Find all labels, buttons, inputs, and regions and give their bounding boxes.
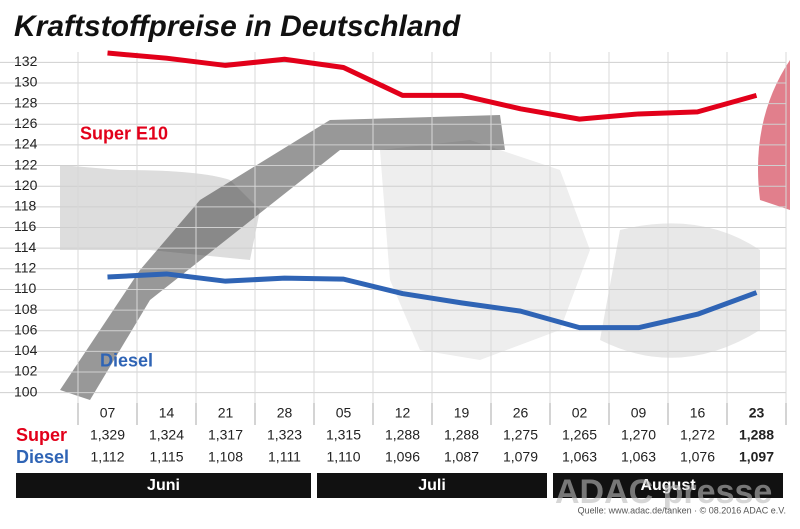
value-label: 1,110 (327, 449, 361, 465)
x-tick-label: 14 (159, 405, 175, 421)
value-label: 1,272 (680, 427, 715, 443)
nozzle (60, 115, 505, 400)
x-tick-label: 21 (218, 405, 234, 421)
x-tick-label: 05 (336, 405, 352, 421)
map-shape (380, 140, 590, 360)
value-label: 1,265 (562, 427, 597, 443)
value-label: 1,329 (90, 427, 125, 443)
y-tick-label: 100 (14, 383, 38, 399)
x-tick-label: 16 (690, 405, 706, 421)
y-tick-label: 124 (14, 136, 38, 152)
value-label: 1,288 (739, 427, 774, 443)
value-label: 1,115 (150, 449, 184, 465)
y-tick-label: 122 (14, 156, 38, 172)
x-tick-label: 02 (572, 405, 588, 421)
table-bg (0, 403, 800, 469)
y-tick-label: 128 (14, 94, 38, 110)
month-label: August (640, 477, 696, 494)
x-tick-label: 19 (454, 405, 470, 421)
fuel-cap (600, 223, 760, 358)
y-tick-label: 126 (14, 115, 38, 131)
value-label: 1,079 (503, 449, 538, 465)
value-label: 1,324 (149, 427, 184, 443)
y-tick-label: 110 (14, 280, 37, 296)
value-label: 1,108 (208, 449, 243, 465)
y-tick-label: 104 (14, 342, 38, 358)
value-label: 1,288 (385, 427, 420, 443)
car-light (758, 60, 790, 210)
value-label: 1,063 (562, 449, 597, 465)
value-label: 1,087 (444, 449, 479, 465)
series-label: Diesel (100, 350, 153, 370)
series-line (107, 50, 758, 122)
row-label: Diesel (16, 447, 69, 467)
value-label: 1,112 (91, 449, 125, 465)
row-label: Super (16, 425, 67, 445)
source: Quelle: www.adac.de/tanken · © 08.2016 A… (578, 505, 786, 515)
month-label: Juli (418, 477, 446, 494)
x-tick-label: 12 (395, 405, 411, 421)
chart-title: Kraftstoffpreise in Deutschland (14, 10, 461, 43)
x-tick-label: 23 (749, 405, 765, 421)
x-tick-label: 26 (513, 405, 529, 421)
x-tick-label: 07 (100, 405, 116, 421)
value-label: 1,097 (739, 449, 774, 465)
x-tick-label: 28 (277, 405, 293, 421)
value-label: 1,315 (326, 427, 361, 443)
value-label: 1,323 (267, 427, 302, 443)
y-tick-label: 118 (14, 198, 37, 214)
value-label: 1,076 (680, 449, 715, 465)
value-label: 1,317 (208, 427, 243, 443)
value-label: 1,096 (385, 449, 420, 465)
value-label: 1,270 (621, 427, 656, 443)
y-tick-label: 112 (14, 259, 37, 275)
series-line (107, 271, 758, 331)
y-tick-label: 102 (14, 363, 38, 379)
value-label: 1,275 (503, 427, 538, 443)
y-tick-label: 114 (14, 239, 37, 255)
y-tick-label: 130 (14, 74, 38, 90)
month-label: Juni (147, 477, 180, 494)
y-tick-label: 116 (14, 218, 37, 234)
month-bar (16, 473, 311, 498)
y-tick-label: 132 (14, 53, 38, 69)
watermark: ADAC presse (555, 473, 772, 511)
value-label: 1,063 (621, 449, 656, 465)
month-bar (317, 473, 547, 498)
y-tick-label: 120 (14, 177, 38, 193)
series-label: Super E10 (80, 123, 168, 143)
value-label: 1,288 (444, 427, 479, 443)
y-tick-label: 108 (14, 301, 38, 317)
x-tick-label: 09 (631, 405, 647, 421)
value-label: 1,111 (268, 449, 301, 465)
y-tick-label: 106 (14, 321, 38, 337)
month-bar (553, 473, 783, 498)
